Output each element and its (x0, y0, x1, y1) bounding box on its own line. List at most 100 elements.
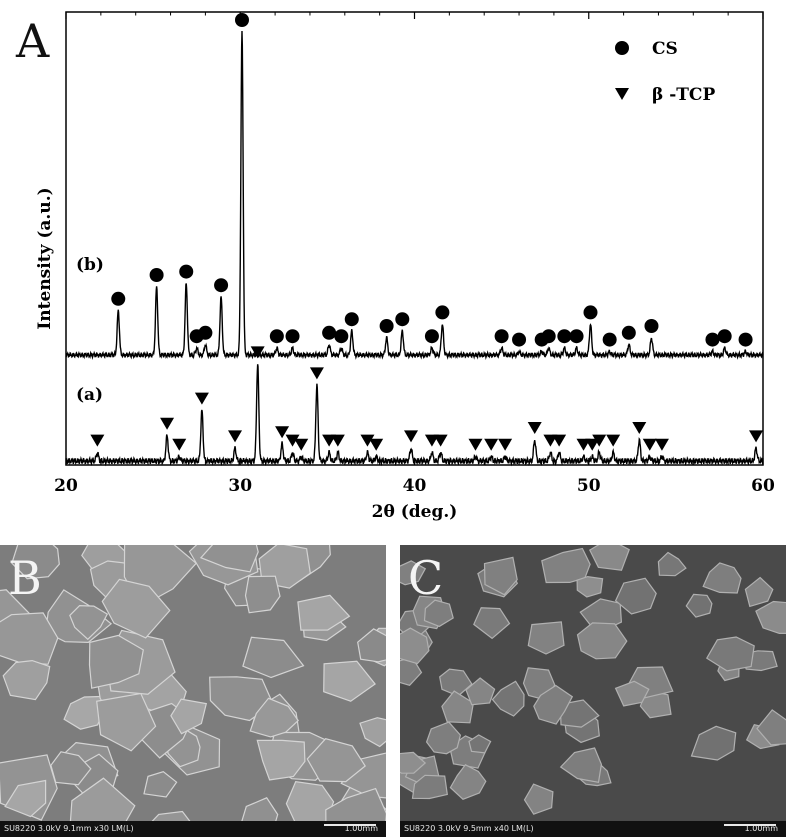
sem-scale-label-b: 1.00mm (344, 824, 378, 833)
sem-particle (473, 607, 511, 640)
cs-marker (569, 329, 584, 344)
cs-marker (395, 312, 410, 327)
x-tick-label: 40 (403, 476, 427, 496)
sem-particle (425, 721, 462, 755)
sem-image-c: C SU8220 3.0kV 9.5mm x40 LM(L) 1.00mm (400, 545, 786, 837)
tcp-marker (749, 430, 764, 443)
tcp-marker (360, 434, 375, 447)
tcp-marker (484, 438, 499, 451)
sem-particle (439, 668, 473, 697)
tcp-marker (194, 392, 209, 405)
sem-params-c: SU8220 3.0kV 9.5mm x40 LM(L) (404, 824, 534, 833)
sem-particle (685, 593, 713, 618)
sem-particle (96, 692, 157, 752)
sem-particle (657, 551, 687, 577)
cs-marker (269, 329, 284, 344)
sem-params-b: SU8220 3.0kV 9.1mm x30 LM(L) (4, 824, 134, 833)
sem-particle (11, 545, 60, 580)
sem-particle (199, 545, 259, 573)
tcp-marker (250, 346, 265, 359)
sem-particle (468, 734, 492, 754)
sem-image-b: B SU8220 3.0kV 9.1mm x30 LM(L) 1.00mm (0, 545, 386, 837)
sem-particle (306, 738, 366, 783)
series-line-b (65, 30, 764, 360)
cs-marker (541, 329, 556, 344)
panel-label-c: C (408, 551, 444, 605)
tcp-marker (228, 430, 243, 443)
sem-particle (357, 628, 386, 663)
tcp-marker (585, 438, 600, 451)
y-axis-label: Intensity (a.u.) (35, 187, 55, 329)
sem-particle (756, 709, 786, 746)
sem-particle (50, 751, 92, 786)
cs-marker (334, 329, 349, 344)
tcp-marker (404, 430, 419, 443)
cs-marker (214, 278, 229, 293)
sem-particle (559, 747, 603, 783)
sem-particle (4, 779, 47, 818)
xrd-chart: 20 30 40 50 60 2θ (deg.) Intensity (a.u.) (b) (a… (35, 11, 775, 522)
xrd-panel: A 20 30 40 50 60 2θ (deg.) Intensity (a.u.) (b)… (16, 11, 775, 522)
tcp-marker (527, 422, 542, 434)
cs-marker (179, 264, 194, 279)
tcp-marker (642, 438, 657, 451)
series-label-a: (a) (76, 385, 103, 405)
tcp-marker (433, 434, 448, 447)
cs-marker (557, 329, 572, 344)
tcp-marker (275, 426, 290, 439)
sem-particle (359, 717, 386, 748)
tcp-marker (294, 438, 309, 451)
tcp-marker (369, 438, 384, 451)
sem-particle (170, 698, 208, 735)
x-axis-label: 2θ (deg.) (372, 502, 458, 522)
cs-marker (644, 319, 659, 333)
x-tick-label: 30 (228, 476, 252, 496)
sem-particle (523, 783, 554, 815)
tcp-marker (606, 434, 621, 447)
cs-marker (705, 332, 720, 347)
sem-particle (143, 771, 178, 798)
sem-particle (69, 604, 109, 641)
cs-marker (379, 319, 394, 333)
cs-marker (602, 332, 617, 347)
sem-particle (559, 699, 600, 728)
sem-scale-label-c: 1.00mm (744, 824, 778, 833)
sem-particle (744, 576, 774, 608)
sem-particles-c (400, 545, 786, 837)
cs-marker (435, 305, 450, 320)
cs-marker (149, 268, 164, 282)
sem-particle (400, 560, 427, 586)
sem-particle (2, 659, 51, 701)
tcp-marker (654, 438, 669, 451)
sem-particle (242, 636, 305, 679)
sem-particle (323, 660, 376, 702)
sem-particle (400, 627, 430, 665)
sem-particle (256, 739, 306, 781)
sem-particle (244, 575, 281, 614)
tcp-marker (552, 434, 567, 447)
cs-marker (512, 332, 527, 347)
legend-tcp-marker (615, 88, 629, 100)
sem-particle (423, 599, 454, 628)
sem-particle (614, 680, 650, 707)
sem-particle (576, 622, 628, 660)
sem-particle (449, 764, 487, 800)
tcp-marker (498, 438, 513, 451)
sem-particle (755, 600, 786, 635)
legend-cs-label: CS (652, 39, 678, 59)
series-line-a (65, 364, 764, 467)
sem-particle (400, 751, 427, 774)
cs-marker (738, 332, 753, 347)
tcp-marker (160, 417, 175, 430)
sem-particle (297, 594, 351, 631)
cs-marker (621, 325, 636, 340)
cs-marker (198, 325, 213, 340)
sem-databar-b: SU8220 3.0kV 9.1mm x30 LM(L) 1.00mm (0, 821, 386, 837)
x-tick-label: 20 (54, 476, 78, 496)
tcp-marker (632, 422, 647, 434)
tcp-marker (309, 367, 324, 380)
cs-marker (285, 329, 300, 344)
sem-particle (88, 634, 144, 689)
cs-marker (111, 291, 126, 306)
tcp-marker (592, 434, 607, 447)
